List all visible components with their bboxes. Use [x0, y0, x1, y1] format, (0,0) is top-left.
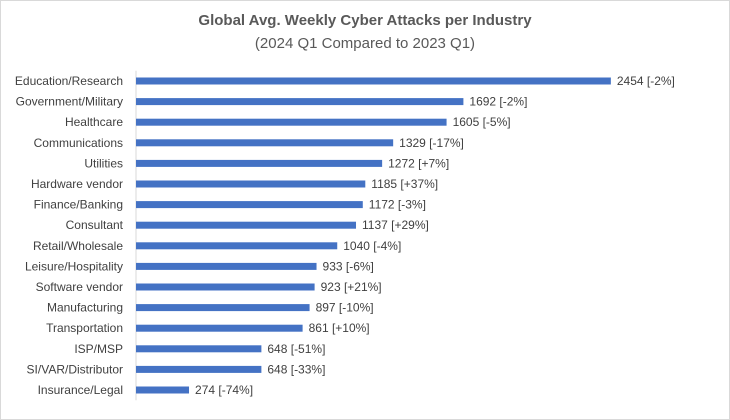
category-label: Insurance/Legal	[38, 383, 123, 397]
data-label: 1605 [-5%]	[453, 115, 511, 129]
data-label: 274 [-74%]	[195, 383, 253, 397]
data-label: 648 [-51%]	[267, 342, 325, 356]
bar	[136, 98, 464, 106]
category-label: Manufacturing	[47, 301, 123, 315]
bar	[136, 139, 394, 147]
data-label: 1137 [+29%]	[362, 218, 429, 232]
data-label: 1329 [-17%]	[399, 136, 464, 150]
category-label: Education/Research	[15, 74, 123, 88]
bar	[136, 262, 317, 270]
data-label: 1272 [+7%]	[388, 156, 449, 170]
category-label: Transportation	[46, 321, 123, 335]
data-label: 923 [+21%]	[321, 280, 382, 294]
data-label: 1172 [-3%]	[369, 198, 426, 212]
chart-title: Global Avg. Weekly Cyber Attacks per Ind…	[198, 12, 532, 29]
category-label: Hardware vendor	[31, 177, 123, 191]
category-label: Healthcare	[65, 115, 123, 129]
bar	[136, 118, 447, 126]
data-label: 648 [-33%]	[267, 362, 325, 376]
bar	[136, 77, 611, 85]
category-label: Government/Military	[16, 95, 123, 109]
bar	[136, 159, 383, 167]
category-label: SI/VAR/Distributor	[27, 362, 123, 376]
data-label: 1040 [-4%]	[343, 239, 401, 253]
bar	[136, 345, 262, 353]
category-label: Finance/Banking	[34, 198, 123, 212]
category-label: Communications	[34, 136, 123, 150]
category-label: Retail/Wholesale	[33, 239, 123, 253]
data-label: 897 [-10%]	[316, 301, 374, 315]
category-label: Consultant	[66, 218, 124, 232]
bar	[136, 180, 366, 188]
category-label: ISP/MSP	[74, 342, 123, 356]
chart-subtitle: (2024 Q1 Compared to 2023 Q1)	[254, 35, 476, 52]
data-label: 1692 [-2%]	[469, 95, 527, 109]
category-label: Software vendor	[36, 280, 123, 294]
bar	[136, 201, 363, 209]
bar	[136, 304, 310, 312]
bar	[136, 242, 338, 250]
bar	[136, 365, 262, 373]
data-label: 933 [-6%]	[323, 259, 374, 273]
bar	[136, 324, 303, 332]
bar	[136, 283, 315, 291]
data-label: 1185 [+37%]	[371, 177, 438, 191]
data-label: 861 [+10%]	[309, 321, 370, 335]
data-label: 2454 [-2%]	[617, 74, 675, 88]
bar	[136, 221, 357, 229]
category-label: Utilities	[84, 156, 123, 170]
category-label: Leisure/Hospitality	[25, 259, 123, 273]
bar	[136, 386, 190, 394]
